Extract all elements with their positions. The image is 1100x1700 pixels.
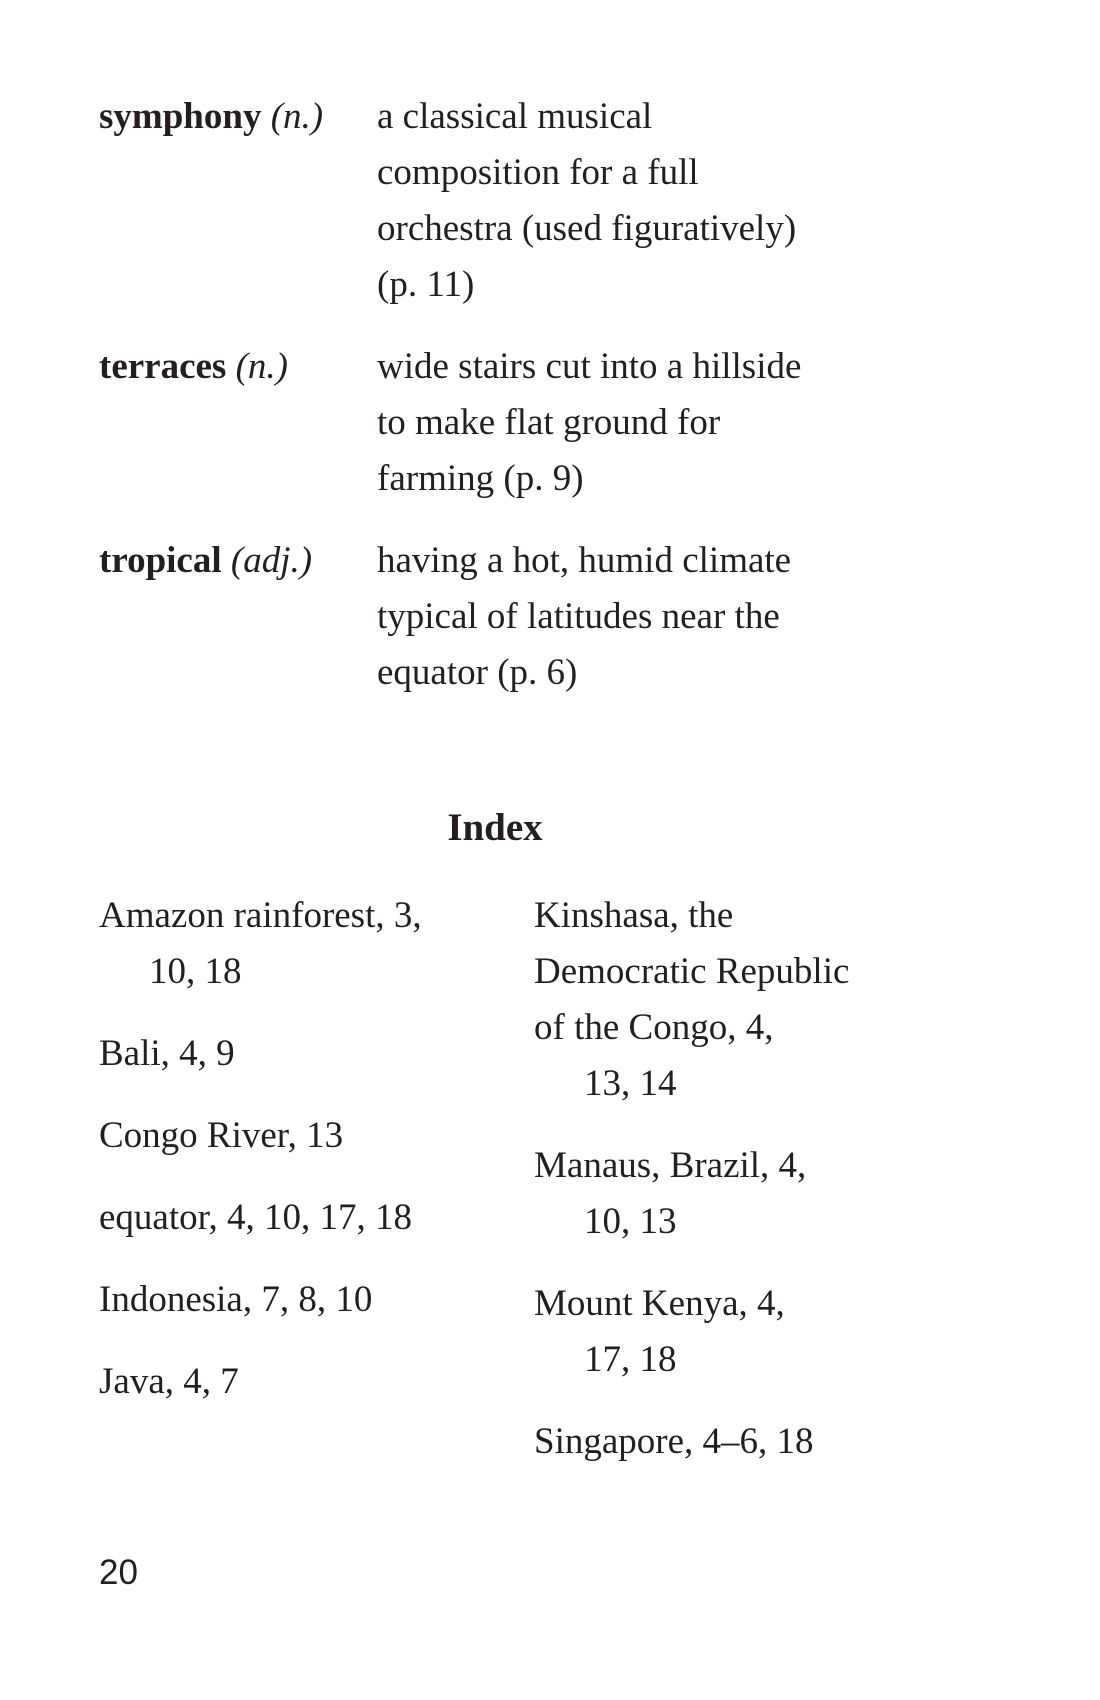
index-entry-line: Kinshasa, the <box>534 895 734 936</box>
index-entry: Kinshasa, the Democratic Republic of the… <box>534 888 974 1112</box>
index-entry: Congo River, 13 <box>99 1108 519 1164</box>
glossary-definition: wide stairs cut into a hillside to make … <box>377 339 897 507</box>
glossary-definition: a classical musical composition for a fu… <box>377 89 897 313</box>
definition-line: having a hot, humid climate <box>377 540 792 581</box>
definition-line: farming (p. 9) <box>377 458 584 499</box>
definition-line: a classical musical <box>377 96 653 137</box>
index-entry-line: Amazon rainforest, 3, <box>99 895 422 936</box>
glossary-term: symphony <box>99 96 262 137</box>
definition-line: composition for a full <box>377 152 699 193</box>
index-entry: Singapore, 4–6, 18 <box>534 1414 974 1470</box>
glossary-part-of-speech: (n.) <box>235 346 288 387</box>
glossary-term: terraces <box>99 346 227 387</box>
index-column-left: Amazon rainforest, 3, 10, 18 Bali, 4, 9 … <box>99 888 519 1436</box>
index-entry-continuation: 13, 14 <box>584 1063 677 1104</box>
definition-line: typical of latitudes near the <box>377 596 780 637</box>
index-entry-line: Democratic Republic <box>534 951 850 992</box>
glossary-term-cell: tropical (adj.) <box>99 533 377 589</box>
index-entry-continuation: 17, 18 <box>584 1339 677 1380</box>
index-entry: equator, 4, 10, 17, 18 <box>99 1190 519 1246</box>
index-entry: Indonesia, 7, 8, 10 <box>99 1272 519 1328</box>
glossary-entry-symphony: symphony (n.) a classical musical compos… <box>99 89 999 313</box>
index-entry: Bali, 4, 9 <box>99 1026 519 1082</box>
index-entry-continuation: 10, 18 <box>149 951 242 992</box>
glossary-entry-terraces: terraces (n.) wide stairs cut into a hil… <box>99 339 999 507</box>
glossary-term: tropical <box>99 540 222 581</box>
index-entry: Java, 4, 7 <box>99 1354 519 1410</box>
index-entry-line: of the Congo, 4, <box>534 1007 774 1048</box>
glossary-definition: having a hot, humid climate typical of l… <box>377 533 897 701</box>
page-number: 20 <box>99 1553 138 1592</box>
index-entry-line: Bali, 4, 9 <box>99 1033 235 1074</box>
index-entry-line: Indonesia, 7, 8, 10 <box>99 1279 373 1320</box>
index-entry: Mount Kenya, 4, 17, 18 <box>534 1276 974 1388</box>
glossary-part-of-speech: (n.) <box>270 96 324 137</box>
index-column-right: Kinshasa, the Democratic Republic of the… <box>534 888 974 1496</box>
glossary-term-cell: terraces (n.) <box>99 339 377 395</box>
glossary-term-cell: symphony (n.) <box>99 89 377 145</box>
index-entry-line: Manaus, Brazil, 4, <box>534 1145 807 1186</box>
definition-line: wide stairs cut into a hillside <box>377 346 802 387</box>
index-entry: Amazon rainforest, 3, 10, 18 <box>99 888 519 1000</box>
definition-line: orchestra (used figuratively) <box>377 208 797 249</box>
definition-line: to make flat ground for <box>377 402 721 443</box>
index-entry-line: equator, 4, 10, 17, 18 <box>99 1197 412 1238</box>
definition-line: (p. 11) <box>377 264 475 305</box>
glossary-entry-tropical: tropical (adj.) having a hot, humid clim… <box>99 533 999 701</box>
index-heading: Index <box>447 806 543 849</box>
index-entry: Manaus, Brazil, 4, 10, 13 <box>534 1138 974 1250</box>
index-entry-line: Java, 4, 7 <box>99 1361 239 1402</box>
glossary: symphony (n.) a classical musical compos… <box>99 89 999 727</box>
index-entry-line: Mount Kenya, 4, <box>534 1283 785 1324</box>
index-entry-continuation: 10, 13 <box>584 1201 677 1242</box>
index-entry-line: Congo River, 13 <box>99 1115 344 1156</box>
index-entry-line: Singapore, 4–6, 18 <box>534 1421 814 1462</box>
glossary-part-of-speech: (adj.) <box>230 540 313 581</box>
definition-line: equator (p. 6) <box>377 652 578 693</box>
